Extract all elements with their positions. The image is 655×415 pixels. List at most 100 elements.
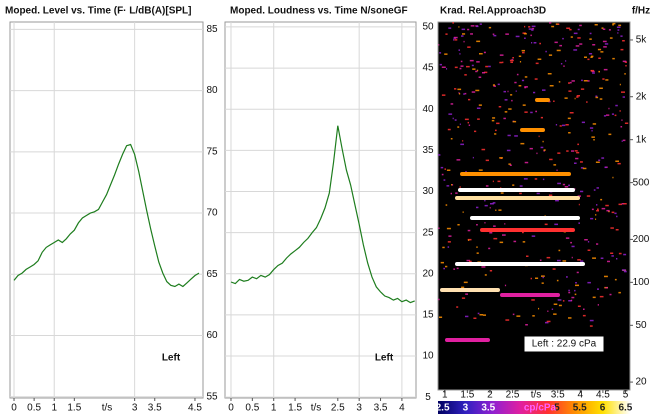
spectrogram-speckle — [475, 70, 478, 73]
spectrogram-speckle — [530, 111, 533, 114]
spectrogram-speckle — [615, 229, 619, 231]
spectrogram-speckle — [591, 130, 593, 132]
spectrogram-speckle — [590, 217, 594, 220]
x-axis-label: t/s — [311, 403, 322, 414]
spectrogram-speckle — [610, 252, 614, 254]
x-tick-label: 0 — [228, 403, 234, 414]
spectrogram-speckle — [478, 76, 482, 78]
spectrogram-speckle — [569, 112, 574, 114]
y-tick-label: 80 — [206, 85, 218, 96]
spectrogram-speckle — [530, 34, 532, 37]
spectrogram-speckle — [583, 80, 588, 82]
spectrogram-speckle — [553, 303, 558, 305]
spectrogram-speckle — [593, 139, 595, 141]
spectrogram-speckle — [559, 44, 562, 47]
spectrogram-speckle — [473, 317, 477, 319]
spectrogram-speckle — [462, 211, 464, 213]
spectrogram-speckle — [524, 111, 528, 113]
spectrogram-speckle — [522, 51, 525, 54]
spectrogram-speckle — [617, 29, 620, 31]
spectrogram-speckle — [446, 227, 451, 230]
spectrogram-speckle — [562, 124, 566, 127]
spectrogram-speckle — [612, 176, 614, 179]
spectrogram-speckle — [439, 52, 442, 54]
spectrogram-speckle — [605, 287, 608, 289]
spectrogram-speckle — [519, 185, 523, 187]
colorbar — [438, 401, 630, 414]
spectrogram-speckle — [438, 154, 441, 156]
spectrogram-speckle — [493, 237, 498, 240]
spectrogram-speckle — [471, 64, 474, 67]
spectrogram-speckle — [547, 73, 552, 75]
spectrogram-speckle — [516, 315, 521, 317]
x-tick-label: 1.5 — [288, 403, 302, 414]
spectrogram-speckle — [577, 28, 580, 31]
spectrogram-speckle — [620, 48, 624, 51]
spectrogram-speckle — [470, 25, 475, 27]
spectrogram-speckle — [499, 54, 504, 56]
spectrogram-speckle — [447, 246, 450, 248]
x-tick-label: 4 — [578, 390, 584, 401]
spectrogram-speckle — [567, 117, 571, 120]
spectrogram-speckle — [529, 147, 533, 150]
spectrogram-speckle — [521, 49, 525, 52]
y-tick-label: 15 — [422, 310, 434, 321]
spectrogram-speckle — [548, 194, 553, 196]
spectrogram-speckle — [494, 133, 497, 135]
spectrogram-speckle — [600, 257, 604, 259]
spectrogram-speckle — [492, 180, 494, 183]
y-tick-label: 75 — [206, 146, 218, 157]
spectrogram-speckle — [452, 117, 454, 120]
y-tick-label: 85 — [206, 24, 218, 35]
spectrogram-speckle — [562, 260, 567, 262]
spectrogram-speckle — [545, 321, 549, 324]
spectrogram-speckle — [624, 73, 626, 75]
spectrogram-speckle — [531, 299, 535, 301]
spectrogram-speckle — [518, 55, 522, 57]
spectrogram-speckle — [601, 207, 606, 210]
spectrogram-speckle — [612, 24, 614, 26]
spectrogram-speckle — [462, 140, 464, 142]
spectrogram-speckle — [622, 60, 627, 63]
spectrogram-speckle — [587, 80, 590, 82]
spectrogram-speckle — [492, 84, 495, 86]
panel-title: Moped. Level vs. Time (F· L/dB(A)[SPL] — [5, 6, 192, 17]
spectrogram-speckle — [464, 74, 467, 76]
spectrogram-streak — [520, 128, 545, 132]
spectrogram-speckle — [620, 126, 623, 128]
spectrogram-speckle — [458, 92, 460, 94]
spectrogram-speckle — [573, 49, 578, 51]
spectrogram-speckle — [564, 97, 568, 99]
spectrogram-speckle — [498, 106, 502, 108]
y-tick-label: 10 — [422, 351, 434, 362]
spectrogram-speckle — [511, 58, 514, 61]
spectrogram-speckle — [490, 203, 494, 205]
spectrogram-speckle — [524, 25, 526, 28]
spectrogram-speckle — [493, 34, 497, 37]
spectrogram-speckle — [523, 33, 527, 35]
spectrogram-speckle — [587, 249, 591, 251]
spectrogram-speckle — [542, 89, 546, 91]
spectrogram-speckle — [545, 50, 547, 53]
spectrogram-speckle — [551, 25, 555, 28]
spectrogram-speckle — [557, 259, 561, 262]
spectrogram-speckle — [466, 65, 470, 68]
spectrogram-speckle — [602, 28, 606, 30]
x-tick-label: 2.5 — [331, 403, 345, 414]
spectrogram-speckle — [515, 90, 517, 92]
spectrogram-speckle — [555, 23, 559, 25]
spectrogram-streak — [460, 172, 571, 176]
spectrogram-speckle — [577, 37, 581, 39]
spectrogram-speckle — [531, 25, 536, 28]
annotation-box — [523, 335, 605, 353]
spectrogram-speckle — [493, 225, 496, 227]
x-tick-label: 1.5 — [460, 390, 474, 401]
spectrogram-speckle — [549, 158, 553, 161]
spectrogram-speckle — [535, 62, 539, 65]
spectrogram-speckle — [546, 256, 551, 259]
y-axis-label: f/Hz — [632, 6, 650, 17]
spectrogram-speckle — [458, 26, 460, 28]
spectrogram-speckle — [586, 101, 588, 103]
spectrogram-speckle — [576, 151, 580, 154]
spectrogram-speckle — [608, 29, 611, 31]
